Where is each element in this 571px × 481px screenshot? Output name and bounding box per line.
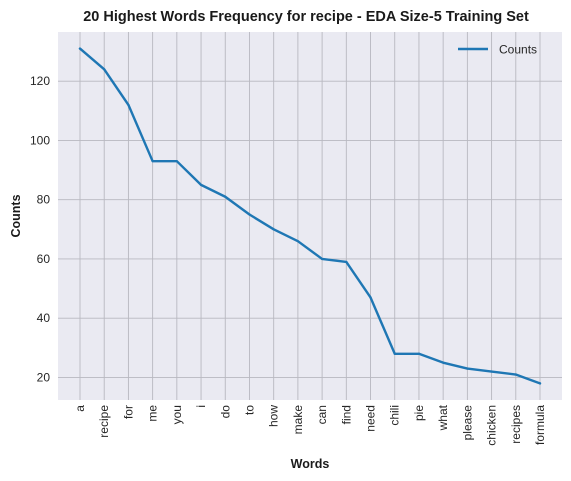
legend: Counts: [458, 43, 537, 57]
data-point: [466, 367, 469, 370]
x-tick-label: chili: [388, 405, 402, 426]
data-point: [272, 228, 275, 231]
y-axis-label: Counts: [9, 194, 23, 237]
x-axis-label: Words: [291, 457, 330, 471]
y-tick-label: 60: [37, 252, 51, 266]
y-tick-label: 100: [30, 133, 50, 147]
x-tick-label: pie: [412, 405, 426, 421]
data-point: [199, 183, 203, 186]
y-tick-label: 120: [30, 74, 50, 88]
x-tick-label: can: [315, 405, 329, 424]
x-tick-label: for: [121, 405, 135, 419]
chart-title: 20 Highest Words Frequency for recipe - …: [83, 9, 529, 25]
grid-lines: [58, 32, 562, 400]
data-point: [248, 213, 251, 216]
legend-label: Counts: [499, 43, 537, 57]
data-point: [538, 382, 542, 385]
data-point: [78, 47, 82, 50]
data-point: [224, 195, 227, 198]
data-point: [296, 240, 299, 243]
x-tick-label: how: [267, 405, 281, 427]
x-tick-label: need: [364, 405, 378, 432]
series-layer: [78, 47, 542, 385]
data-point: [490, 370, 493, 373]
data-point: [442, 361, 445, 364]
y-tick-label: 80: [37, 193, 51, 207]
x-tick-label: please: [460, 405, 474, 441]
data-point: [321, 257, 324, 261]
plot-area: [58, 32, 562, 400]
y-tick-label: 40: [37, 311, 51, 325]
x-tick-label: do: [218, 405, 232, 419]
x-tick-label: me: [146, 405, 160, 422]
y-tick-label: 20: [37, 370, 51, 384]
x-tick-label: make: [291, 405, 305, 435]
x-axis-ticks: a recipe for me you i do to how make can find need ch…: [73, 404, 547, 445]
y-axis-ticks: 20 40 60 80 100 120: [30, 74, 50, 384]
x-tick-label: formula: [533, 405, 547, 445]
data-point: [417, 352, 421, 355]
x-tick-label: you: [170, 405, 184, 424]
data-point: [369, 296, 372, 299]
data-point: [514, 373, 517, 376]
data-point: [175, 160, 178, 163]
x-tick-label: a: [73, 405, 87, 412]
x-tick-label: recipes: [509, 405, 523, 444]
data-point: [127, 103, 130, 106]
data-point: [393, 352, 396, 355]
x-tick-label: what: [436, 404, 450, 431]
data-point: [103, 68, 106, 71]
x-tick-label: recipe: [97, 405, 111, 438]
data-point: [151, 160, 154, 163]
x-tick-label: i: [194, 405, 208, 408]
x-tick-label: to: [242, 405, 256, 415]
x-tick-label: chicken: [485, 405, 499, 446]
data-point: [345, 260, 348, 264]
series-line-counts: [78, 47, 542, 385]
x-tick-label: find: [339, 405, 353, 424]
